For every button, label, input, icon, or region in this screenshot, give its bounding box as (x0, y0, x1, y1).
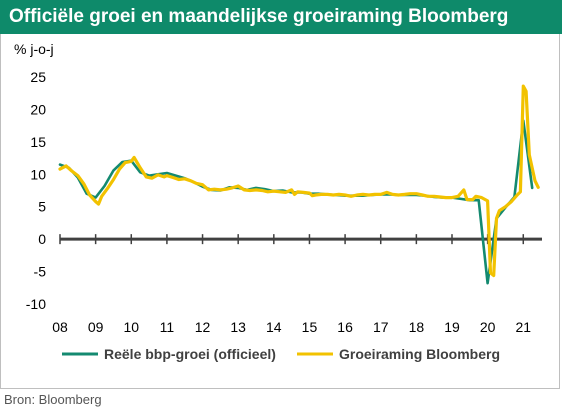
y-axis-label: % j-o-j (14, 41, 54, 57)
source-note: Bron: Bloomberg (4, 392, 102, 407)
y-ticks: 25 20 15 10 5 0 -5 -10 (26, 69, 46, 312)
x-tick-label: 17 (373, 319, 389, 335)
y-tick-label: -5 (34, 264, 47, 280)
series-line-official (58, 119, 534, 285)
y-tick-label: 5 (38, 199, 46, 215)
y-tick-label: 20 (30, 101, 46, 117)
chart-svg: % j-o-j 25 20 15 10 5 0 -5 -10 08 09 10 11 12 13 14 15… (14, 41, 542, 362)
x-tick-label: 08 (52, 319, 68, 335)
x-tick-label: 20 (480, 319, 496, 335)
legend-label-official: Reële bbp-groei (officieel) (104, 346, 276, 362)
series-line-bloomberg (58, 84, 540, 278)
y-tick-label: 0 (38, 231, 46, 247)
chart-title: Officiële groei en maandelijkse groeiram… (9, 6, 509, 27)
x-tick-label: 10 (123, 319, 139, 335)
x-tick-label: 12 (195, 319, 211, 335)
x-tick-label: 19 (444, 319, 460, 335)
x-tick-label: 09 (88, 319, 104, 335)
x-tick-label: 18 (409, 319, 425, 335)
x-tick-label: 16 (337, 319, 353, 335)
x-tick-label: 11 (160, 319, 175, 335)
legend: Reële bbp-groei (officieel) Groeiraming … (62, 346, 500, 362)
legend-label-bloomberg: Groeiraming Bloomberg (339, 346, 500, 362)
x-tick-label: 15 (302, 319, 318, 335)
y-tick-label: -10 (26, 296, 46, 312)
x-ticks: 08 09 10 11 12 13 14 15 16 17 18 19 20 21 (52, 319, 531, 335)
x-tick-label: 13 (230, 319, 246, 335)
y-tick-label: 25 (30, 69, 46, 85)
y-tick-label: 15 (30, 134, 46, 150)
x-tick-marks (59, 234, 525, 245)
chart-frame (0, 34, 560, 389)
x-tick-label: 21 (515, 319, 531, 335)
series-lines (58, 84, 540, 285)
y-tick-label: 10 (30, 166, 46, 182)
title-bar: Officiële groei en maandelijkse groeiram… (0, 0, 562, 34)
x-tick-label: 14 (266, 319, 282, 335)
